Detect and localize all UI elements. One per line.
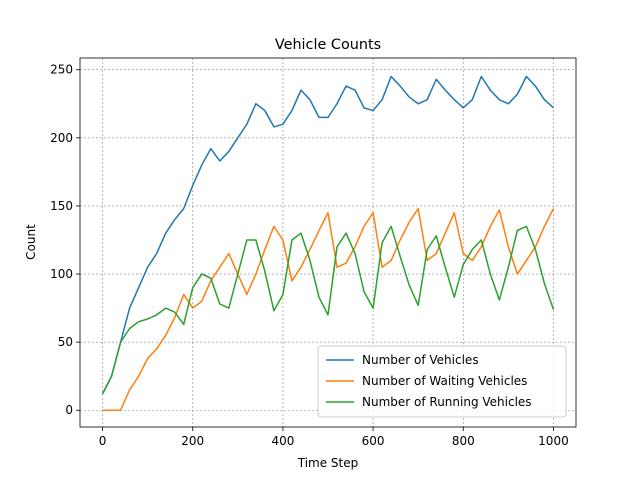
x-tick-label: 200 [181, 434, 204, 448]
y-tick-label: 150 [50, 199, 73, 213]
y-tick-label: 50 [58, 335, 73, 349]
y-axis-label: Count [24, 224, 38, 260]
y-tick-label: 200 [50, 131, 73, 145]
x-tick-label: 0 [99, 434, 107, 448]
y-tick-label: 0 [65, 403, 73, 417]
y-tick-label: 250 [50, 63, 73, 77]
x-tick-label: 400 [271, 434, 294, 448]
series-line [102, 207, 555, 411]
plot-frame [79, 57, 577, 428]
x-tick-label: 800 [452, 434, 475, 448]
legend-frame [317, 345, 567, 418]
x-axis-label: Time Step [297, 456, 359, 470]
y-tick-label: 100 [50, 267, 73, 281]
series-line [101, 225, 555, 395]
legend: Number of Vehicles Number of Waiting Vehi… [317, 345, 567, 418]
chart-title: Vehicle Counts [275, 37, 381, 53]
series-line [101, 75, 554, 395]
legend-label: Number of Waiting Vehicles [362, 374, 527, 388]
x-tick-label: 600 [362, 434, 385, 448]
legend-label: Number of Running Vehicles [362, 395, 532, 409]
x-tick-label: 1000 [538, 434, 569, 448]
legend-label: Number of Vehicles [362, 353, 479, 367]
